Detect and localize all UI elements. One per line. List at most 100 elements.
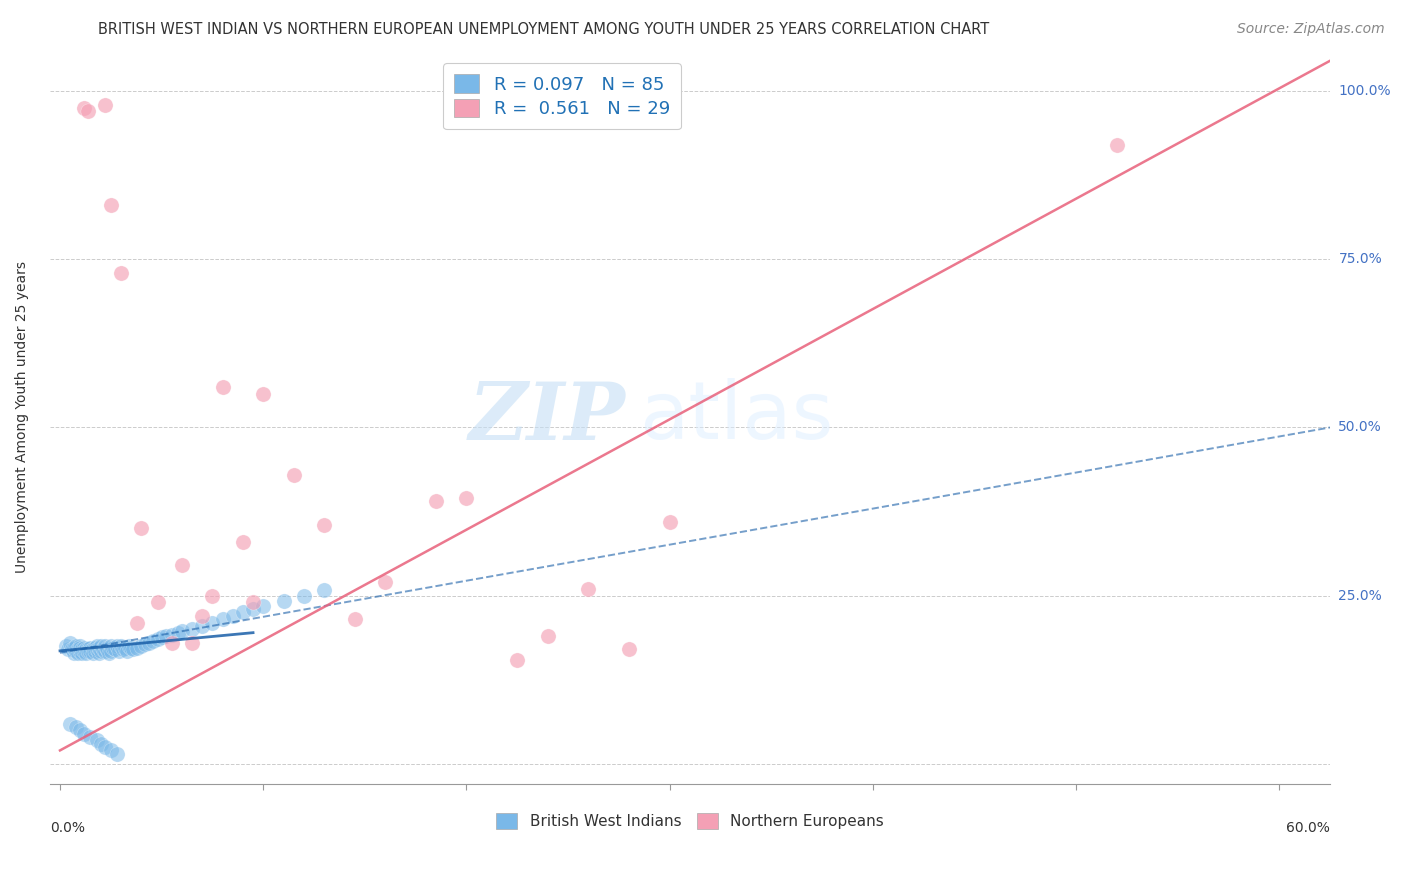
Point — [110, 266, 132, 280]
Point — [201, 615, 224, 630]
Point — [1105, 137, 1128, 152]
Point — [101, 641, 124, 656]
Point — [114, 641, 136, 656]
Point — [122, 642, 145, 657]
Text: 0.0%: 0.0% — [49, 821, 84, 835]
Point — [537, 629, 560, 643]
Point — [129, 521, 152, 535]
Point — [105, 639, 128, 653]
Point — [115, 644, 138, 658]
Point — [82, 642, 104, 657]
Point — [146, 632, 169, 647]
Point — [617, 642, 640, 657]
Point — [105, 747, 128, 761]
Point — [252, 599, 274, 613]
Point — [160, 636, 183, 650]
Point — [134, 637, 156, 651]
Point — [100, 743, 122, 757]
Point — [87, 641, 110, 656]
Point — [314, 583, 336, 598]
Point — [69, 641, 91, 656]
Point — [79, 730, 101, 744]
Point — [191, 619, 214, 633]
Point — [120, 641, 142, 656]
Point — [65, 644, 87, 658]
Point — [100, 639, 122, 653]
Point — [65, 639, 87, 653]
Point — [211, 380, 233, 394]
Point — [374, 575, 396, 590]
Point — [242, 595, 264, 609]
Point — [129, 639, 152, 653]
Point — [181, 623, 204, 637]
Point — [96, 642, 118, 657]
Point — [155, 629, 177, 643]
Point — [170, 558, 193, 573]
Point — [69, 644, 91, 658]
Point — [232, 534, 254, 549]
Legend: British West Indians, Northern Europeans: British West Indians, Northern Europeans — [489, 807, 890, 835]
Point — [77, 642, 100, 657]
Point — [93, 639, 115, 653]
Point — [55, 639, 77, 653]
Point — [60, 642, 83, 657]
Point — [222, 608, 245, 623]
Point — [79, 641, 101, 656]
Text: 25.0%: 25.0% — [1339, 589, 1382, 603]
Point — [96, 641, 118, 656]
Text: 50.0%: 50.0% — [1339, 420, 1382, 434]
Point — [343, 612, 366, 626]
Point — [252, 387, 274, 401]
Point — [108, 644, 131, 658]
Point — [67, 642, 90, 657]
Point — [100, 198, 122, 212]
Point — [100, 644, 122, 658]
Point — [166, 625, 188, 640]
Point — [67, 646, 90, 660]
Point — [181, 636, 204, 650]
Point — [75, 646, 97, 660]
Point — [59, 716, 82, 731]
Point — [201, 589, 224, 603]
Point — [93, 97, 115, 112]
Point — [104, 642, 127, 657]
Point — [91, 642, 114, 657]
Point — [118, 639, 141, 653]
Point — [425, 494, 447, 508]
Point — [79, 644, 101, 658]
Point — [127, 641, 149, 656]
Point — [127, 615, 149, 630]
Point — [211, 612, 233, 626]
Point — [138, 636, 160, 650]
Y-axis label: Unemployment Among Youth under 25 years: Unemployment Among Youth under 25 years — [15, 261, 30, 574]
Point — [658, 515, 681, 529]
Point — [91, 641, 114, 656]
Point — [93, 740, 115, 755]
Point — [160, 628, 183, 642]
Point — [283, 467, 305, 482]
Point — [69, 723, 91, 738]
Point — [77, 104, 100, 119]
Point — [90, 639, 112, 653]
Point — [86, 642, 108, 657]
Point — [75, 642, 97, 657]
Text: 75.0%: 75.0% — [1339, 252, 1382, 266]
Text: Source: ZipAtlas.com: Source: ZipAtlas.com — [1237, 22, 1385, 37]
Point — [314, 518, 336, 533]
Point — [576, 582, 599, 596]
Point — [90, 737, 112, 751]
Text: ZIP: ZIP — [470, 378, 626, 456]
Point — [73, 641, 96, 656]
Point — [146, 595, 169, 609]
Point — [83, 641, 105, 656]
Point — [150, 631, 173, 645]
Point — [191, 608, 214, 623]
Point — [142, 634, 165, 648]
Text: 100.0%: 100.0% — [1339, 84, 1391, 98]
Point — [72, 646, 94, 660]
Point — [232, 606, 254, 620]
Point — [110, 639, 132, 653]
Point — [63, 641, 86, 656]
Point — [87, 646, 110, 660]
Point — [506, 652, 529, 666]
